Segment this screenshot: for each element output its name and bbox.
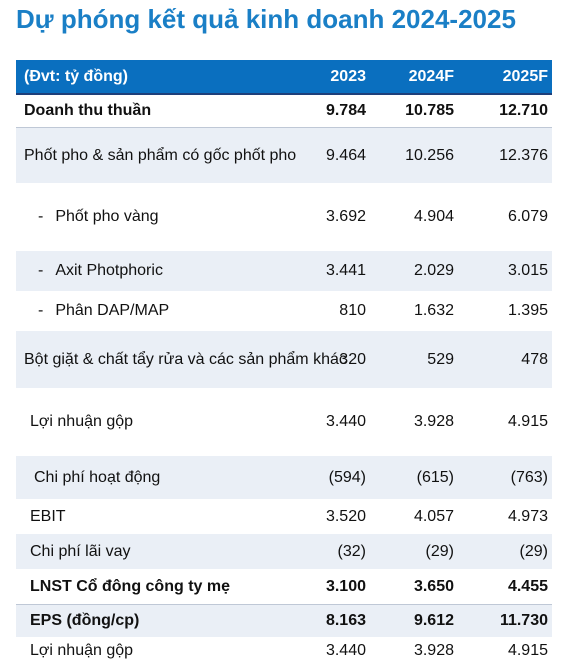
sub-item-dash: -: [38, 262, 44, 279]
col-header-2025f: 2025F: [502, 67, 548, 85]
value-2023: 3.692: [325, 208, 366, 225]
row-label-text: Phân DAP/MAP: [55, 302, 170, 319]
value-2025f: (763): [510, 468, 548, 486]
value-2023: 810: [339, 302, 366, 319]
row-label-text: Phốt pho vàng: [55, 208, 159, 225]
row-label: EBIT: [30, 507, 66, 525]
value-2023: 9.784: [325, 102, 366, 119]
value-2025f: 4.455: [507, 577, 548, 595]
value-2023: 3.100: [325, 577, 366, 595]
value-2024f: (615): [416, 468, 454, 486]
row-label: Doanh thu thuần: [24, 102, 152, 119]
forecast-table: (Đvt: tỷ đồng) 2023 2024F 2025F Doanh th…: [16, 60, 552, 665]
row-label: - Axit Photphoric: [38, 251, 352, 291]
value-2025f: 12.710: [499, 102, 548, 119]
col-header-2023: 2023: [330, 67, 366, 85]
table-header: (Đvt: tỷ đồng) 2023 2024F 2025F: [16, 60, 552, 93]
value-2023: (32): [337, 542, 366, 560]
table-row: LNST Cổ đông công ty mẹ 3.100 3.650 4.45…: [16, 569, 552, 604]
row-label: Chi phí hoạt động: [34, 468, 161, 486]
table-row: EBIT 3.520 4.057 4.973: [16, 499, 552, 534]
value-2025f: 12.376: [499, 146, 548, 164]
value-2025f: 1.395: [507, 302, 548, 319]
row-label: EPS (đồng/cp): [30, 612, 140, 629]
table-row: - Phân DAP/MAP 810 1.632 1.395: [16, 291, 552, 331]
table-row: Lợi nhuận gộp 3.440 3.928 4.915: [16, 637, 552, 665]
row-label-text: Axit Photphoric: [55, 262, 163, 279]
value-2024f: 529: [427, 350, 454, 368]
value-2024f: 1.632: [413, 302, 454, 319]
value-2025f: 3.015: [507, 262, 548, 279]
value-2024f: 2.029: [413, 262, 454, 279]
value-2025f: (29): [519, 542, 548, 560]
value-2023: (594): [328, 468, 366, 486]
value-2024f: 3.928: [413, 642, 454, 659]
row-label: Lợi nhuận gộp: [30, 642, 134, 659]
row-label: - Phân DAP/MAP: [38, 291, 352, 331]
row-label: - Phốt pho vàng: [38, 183, 352, 251]
value-2025f: 4.915: [507, 642, 548, 659]
header-rule: [16, 93, 552, 95]
value-2024f: 4.904: [413, 208, 454, 225]
page-title: Dự phóng kết quả kinh doanh 2024-2025: [16, 4, 516, 34]
value-2025f: 11.730: [499, 612, 548, 629]
value-2024f: 3.928: [413, 413, 454, 430]
value-2024f: 3.650: [413, 577, 454, 595]
table-row: Phốt pho & sản phẩm có gốc phốt pho 9.46…: [16, 128, 552, 183]
row-divider: [16, 127, 552, 128]
table-row: - Phốt pho vàng 3.692 4.904 6.079: [16, 183, 552, 251]
value-2024f: 10.256: [405, 146, 454, 164]
row-label: Phốt pho & sản phẩm có gốc phốt pho: [24, 146, 297, 164]
table-row: Chi phí hoạt động (594) (615) (763): [16, 456, 552, 499]
row-label: Chi phí lãi vay: [30, 542, 131, 560]
value-2023: 8.163: [325, 612, 366, 629]
table-row: EPS (đồng/cp) 8.163 9.612 11.730: [16, 605, 552, 637]
row-divider: [16, 604, 552, 605]
sub-item-dash: -: [38, 208, 44, 225]
col-header-2024f: 2024F: [408, 67, 454, 85]
value-2024f: 9.612: [413, 612, 454, 629]
table-row: Bột giặt & chất tẩy rửa và các sản phẩm …: [16, 331, 552, 388]
value-2025f: 4.973: [507, 507, 548, 525]
table-row: Lợi nhuận gộp 3.440 3.928 4.915: [16, 388, 552, 456]
row-label: LNST Cổ đông công ty mẹ: [30, 577, 230, 595]
value-2025f: 6.079: [507, 208, 548, 225]
sub-item-dash: -: [38, 302, 44, 319]
value-2023: 3.440: [325, 413, 366, 430]
table-row: Chi phí lãi vay (32) (29) (29): [16, 534, 552, 569]
value-2023: 3.440: [325, 642, 366, 659]
value-2025f: 4.915: [507, 413, 548, 430]
value-2023: 320: [339, 350, 366, 368]
value-2024f: (29): [425, 542, 454, 560]
value-2023: 9.464: [325, 146, 366, 164]
value-2024f: 4.057: [413, 507, 454, 525]
value-2025f: 478: [521, 350, 548, 368]
table-row: Doanh thu thuần 9.784 10.785 12.710: [16, 95, 552, 127]
value-2024f: 10.785: [405, 102, 454, 119]
row-label: Bột giặt & chất tẩy rửa và các sản phẩm …: [24, 350, 347, 368]
value-2023: 3.441: [325, 262, 366, 279]
row-label: Lợi nhuận gộp: [30, 413, 134, 430]
unit-label: (Đvt: tỷ đồng): [24, 67, 128, 85]
value-2023: 3.520: [325, 507, 366, 525]
table-row: - Axit Photphoric 3.441 2.029 3.015: [16, 251, 552, 291]
